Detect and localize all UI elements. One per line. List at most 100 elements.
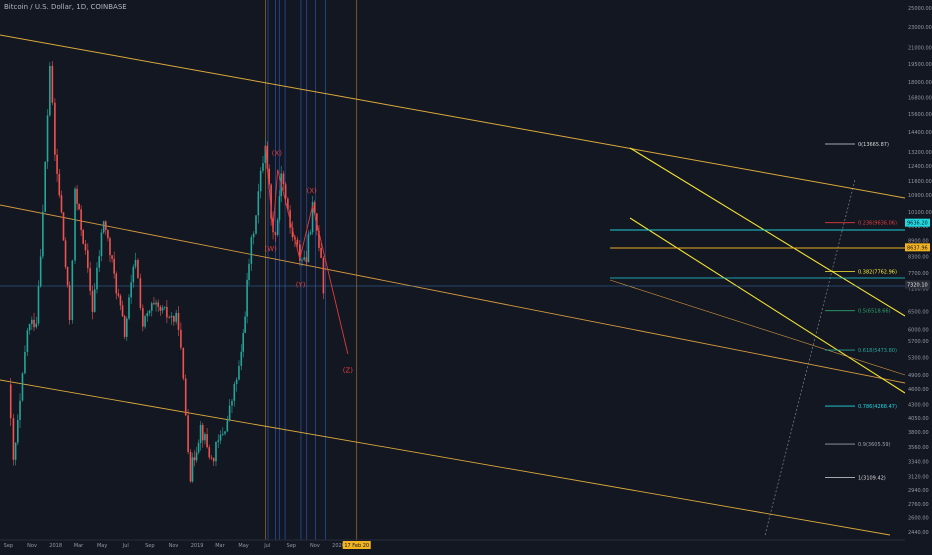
channel-line: [0, 34, 906, 199]
x-tick-label: Mar: [215, 543, 225, 549]
x-tick-label: 2018: [49, 543, 62, 549]
candle-body: [111, 255, 113, 259]
candle-body: [212, 457, 215, 462]
candle-body: [291, 227, 294, 238]
candle-body: [62, 212, 65, 241]
candle-body: [44, 161, 46, 212]
candle-body: [28, 323, 31, 331]
candle-body: [78, 203, 80, 210]
candle-body: [246, 279, 248, 317]
candle-body: [248, 263, 250, 280]
candle-body: [130, 282, 132, 298]
candle-body: [19, 400, 21, 420]
x-tick-label: May: [238, 543, 248, 549]
candle-body: [303, 257, 305, 260]
y-tick-label: 3800.00: [908, 430, 929, 436]
candle-body: [264, 145, 267, 164]
y-tick-label: 4900.00: [908, 373, 929, 379]
candle-body: [166, 306, 168, 318]
y-tick-label: 5300.00: [908, 355, 929, 361]
candle-body: [64, 240, 67, 267]
trend-channels: [0, 34, 906, 536]
time-tag-bg: [342, 541, 371, 549]
y-tick-label: 15600.00: [908, 112, 932, 118]
candle-body: [301, 259, 303, 261]
candle-body: [182, 347, 185, 379]
candle-body: [231, 400, 233, 406]
candle-body: [137, 259, 139, 279]
price-tag-bg: [905, 243, 930, 252]
candle-body: [184, 378, 187, 416]
y-tick-label: 21000.00: [908, 45, 932, 51]
candle-body: [242, 332, 245, 352]
candle-body: [21, 373, 24, 401]
x-tick-label: Jul: [263, 543, 270, 549]
x-tick-label: Sep: [287, 543, 296, 549]
fib-level-label: 0.786(4268.47): [858, 404, 897, 410]
candle-body: [257, 191, 260, 216]
candle-body: [37, 286, 40, 324]
x-tick-label: 2020: [332, 543, 345, 549]
candle-body: [311, 202, 314, 233]
candle-body: [195, 452, 198, 461]
candle-body: [113, 258, 115, 274]
candle-body: [60, 195, 63, 213]
candle-body: [121, 305, 124, 317]
price-tag-label: 7320.10: [907, 283, 928, 289]
candle-body: [31, 319, 33, 324]
wave-label: (X): [307, 187, 318, 195]
candle-body: [58, 173, 61, 196]
candle-body: [76, 188, 78, 204]
candle-body: [107, 230, 109, 239]
candle-body: [287, 198, 289, 211]
price-axis[interactable]: 25000.00 23000.00 21000.00 19500.00 18000.00…: [905, 0, 932, 550]
candle-body: [117, 293, 120, 296]
y-tick-label: 7200.00: [908, 286, 929, 292]
x-tick-label: Sep: [145, 543, 154, 549]
candle-body: [274, 232, 277, 235]
candle-body: [175, 312, 177, 322]
candle-body: [71, 260, 74, 321]
candle-body: [215, 441, 217, 462]
candle-body: [320, 247, 322, 258]
candle-body: [148, 310, 151, 314]
channel-line: [0, 379, 891, 536]
y-tick-label: 4050.00: [908, 416, 929, 422]
candle-body: [66, 266, 69, 286]
candle-body: [161, 307, 164, 311]
candle-body: [80, 209, 82, 231]
y-tick-label: 10100.00: [908, 210, 932, 216]
x-tick-label: Mar: [74, 543, 84, 549]
candle-body: [46, 115, 49, 162]
candle-body: [9, 384, 12, 419]
y-tick-label: 6500.00: [908, 309, 929, 315]
candle-body: [51, 65, 54, 103]
candle-body: [39, 256, 42, 287]
symbol-title: Bitcoin / U.S. Dollar, 1D, COINBASE: [4, 3, 127, 11]
time-axis[interactable]: Sep Nov 2018 Mar May Jul Sep Nov 2019 Mar May Jul Se…: [0, 539, 905, 549]
channel-line: [609, 279, 906, 376]
x-tick-label: Nov: [310, 543, 320, 549]
candle-body: [219, 434, 222, 441]
y-tick-label: 12400.00: [908, 164, 932, 170]
candle-body: [170, 315, 173, 318]
candle-body: [128, 297, 130, 319]
y-tick-label: 5700.00: [908, 339, 929, 345]
fib-level-label: 1(3109.42): [858, 475, 886, 481]
elliott-wave-annotation: (X) (W) (Y) (X) (Z): [265, 145, 353, 375]
candle-body: [132, 266, 135, 283]
x-tick-label: Sep: [4, 543, 13, 549]
y-tick-label: 19500.00: [908, 62, 932, 68]
y-tick-label: 9500.00: [908, 224, 929, 230]
candle-body: [105, 221, 107, 231]
fibonacci-retracement: 0(13665.87) 0.236(9636.06) 0.382(7762.96) 0…: [825, 142, 897, 481]
candle-body: [228, 405, 231, 421]
candle-body: [98, 256, 101, 268]
fib-level-label: 0.5(6518.66): [858, 309, 891, 315]
candle-body: [168, 317, 170, 319]
candle-body: [82, 230, 84, 244]
channel-line: [629, 217, 906, 394]
